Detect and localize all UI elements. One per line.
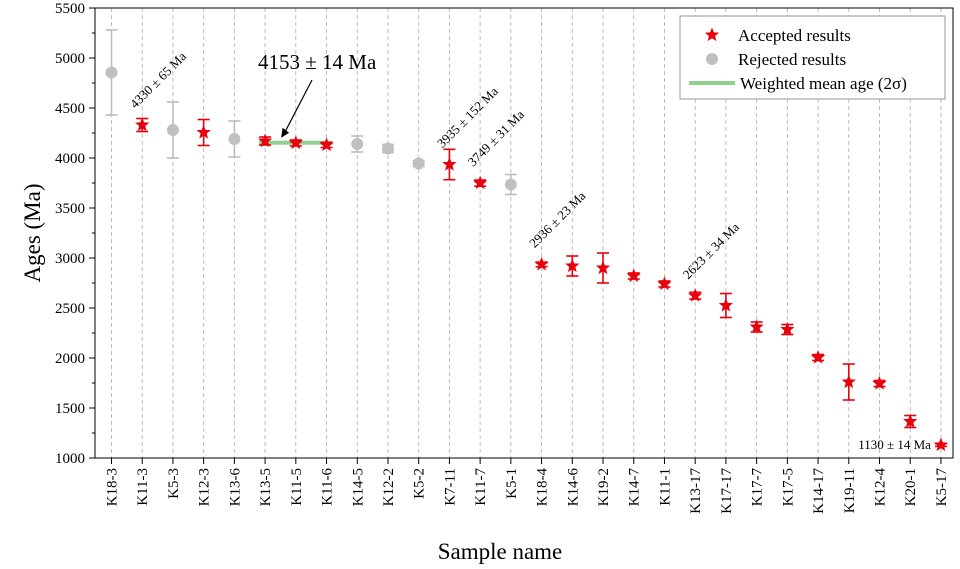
rejected-point bbox=[504, 178, 517, 191]
y-tick-label: 2500 bbox=[55, 301, 85, 317]
accepted-point bbox=[534, 256, 549, 271]
x-tick-label: K18-4 bbox=[535, 468, 551, 507]
y-axis-label: Ages (Ma) bbox=[20, 184, 45, 283]
y-tick-label: 1000 bbox=[55, 451, 85, 467]
x-tick-label: K13-6 bbox=[227, 468, 243, 507]
y-tick-label: 4500 bbox=[55, 101, 85, 117]
weighted-mean-label-group: 4153 ± 14 Ma bbox=[258, 50, 377, 138]
x-tick-label: K5-3 bbox=[166, 468, 182, 499]
x-tick-label: K12-2 bbox=[381, 468, 397, 506]
accepted-point bbox=[473, 175, 488, 190]
accepted-point bbox=[257, 133, 273, 148]
x-tick-label: K14-7 bbox=[627, 468, 643, 507]
y-axis: 1000 1500 2000 2500 3000 3500 4000 4500 5000 5500 bbox=[55, 1, 95, 467]
grid-lines bbox=[111, 8, 942, 458]
x-tick-label: K18-3 bbox=[105, 468, 121, 506]
x-tick-label: K20-1 bbox=[903, 468, 919, 506]
annotation-label: 1130 ± 14 Ma bbox=[858, 437, 931, 452]
y-tick-label: 4000 bbox=[55, 151, 85, 167]
accepted-point bbox=[933, 437, 949, 452]
y-tick-label: 3500 bbox=[55, 201, 85, 217]
weighted-mean-arrow bbox=[283, 79, 313, 134]
legend-label-rejected: Rejected results bbox=[738, 50, 846, 69]
x-tick-label: K12-3 bbox=[197, 468, 213, 506]
x-tick-label: K14-6 bbox=[565, 468, 581, 507]
y-tick-label: 5500 bbox=[55, 1, 85, 17]
x-tick-label: K19-11 bbox=[842, 468, 858, 513]
x-tick-label: K14-5 bbox=[350, 468, 366, 506]
x-tick-label: K5-1 bbox=[504, 468, 520, 499]
x-tick-label: K7-11 bbox=[442, 468, 458, 506]
legend-star-icon bbox=[704, 27, 720, 42]
x-tick-label: K11-3 bbox=[135, 468, 151, 506]
legend-label-weighted-mean: Weighted mean age (2σ) bbox=[740, 74, 907, 93]
x-tick-label: K5-2 bbox=[412, 468, 428, 499]
accepted-point bbox=[749, 319, 764, 334]
x-tick-label: K5-17 bbox=[934, 468, 950, 507]
weighted-mean-arrowhead bbox=[281, 127, 290, 138]
accepted-point bbox=[688, 288, 703, 302]
x-tick-label: K11-7 bbox=[473, 468, 489, 506]
rejected-point bbox=[381, 142, 394, 155]
weighted-mean-label: 4153 ± 14 Ma bbox=[258, 50, 377, 74]
accepted-point bbox=[595, 260, 611, 275]
rejected-point bbox=[166, 124, 179, 136]
y-tick-label: 5000 bbox=[55, 51, 85, 67]
accepted-point bbox=[288, 135, 303, 150]
rejected-point bbox=[228, 133, 241, 145]
accepted-point bbox=[196, 125, 211, 139]
x-tick-label: K12-4 bbox=[873, 468, 889, 507]
x-axis: K18-3 K11-3 K5-3 K12-3 K13-6 K13-5 K11-5 K11-6 K… bbox=[105, 458, 950, 514]
x-tick-label: K17-17 bbox=[719, 468, 735, 514]
y-tick-label: 1500 bbox=[55, 401, 85, 417]
rejected-point bbox=[412, 157, 425, 170]
data-markers bbox=[105, 66, 949, 452]
x-tick-label: K11-5 bbox=[289, 468, 305, 506]
accepted-point bbox=[903, 414, 918, 428]
x-tick-label: K11-1 bbox=[657, 468, 673, 506]
y-tick-label: 3000 bbox=[55, 251, 85, 267]
accepted-point bbox=[872, 376, 887, 390]
legend-box bbox=[679, 15, 946, 100]
x-axis-label: Sample name bbox=[438, 539, 563, 564]
x-tick-label: K13-17 bbox=[688, 468, 704, 514]
y-tick-label: 2000 bbox=[55, 351, 85, 367]
accepted-point bbox=[626, 268, 641, 283]
accepted-point bbox=[718, 298, 734, 312]
x-tick-label: K13-5 bbox=[258, 468, 274, 506]
legend: Accepted results Rejected results Weighted… bbox=[679, 15, 946, 100]
accepted-point bbox=[657, 276, 672, 291]
x-tick-label: K14-17 bbox=[811, 468, 827, 514]
legend-label-accepted: Accepted results bbox=[738, 26, 851, 45]
accepted-point bbox=[319, 137, 334, 152]
rejected-point bbox=[105, 66, 118, 79]
x-tick-label: K17-5 bbox=[780, 468, 796, 506]
x-tick-label: K19-2 bbox=[596, 468, 612, 506]
x-tick-label: K11-6 bbox=[320, 468, 336, 506]
accepted-point bbox=[565, 258, 580, 273]
accepted-point bbox=[780, 322, 795, 336]
accepted-point bbox=[810, 350, 826, 364]
rejected-point bbox=[351, 138, 364, 150]
accepted-point bbox=[135, 117, 150, 132]
x-tick-label: K17-7 bbox=[750, 468, 766, 507]
accepted-point bbox=[442, 157, 457, 171]
accepted-point bbox=[841, 374, 856, 389]
legend-circle-icon bbox=[706, 53, 718, 65]
